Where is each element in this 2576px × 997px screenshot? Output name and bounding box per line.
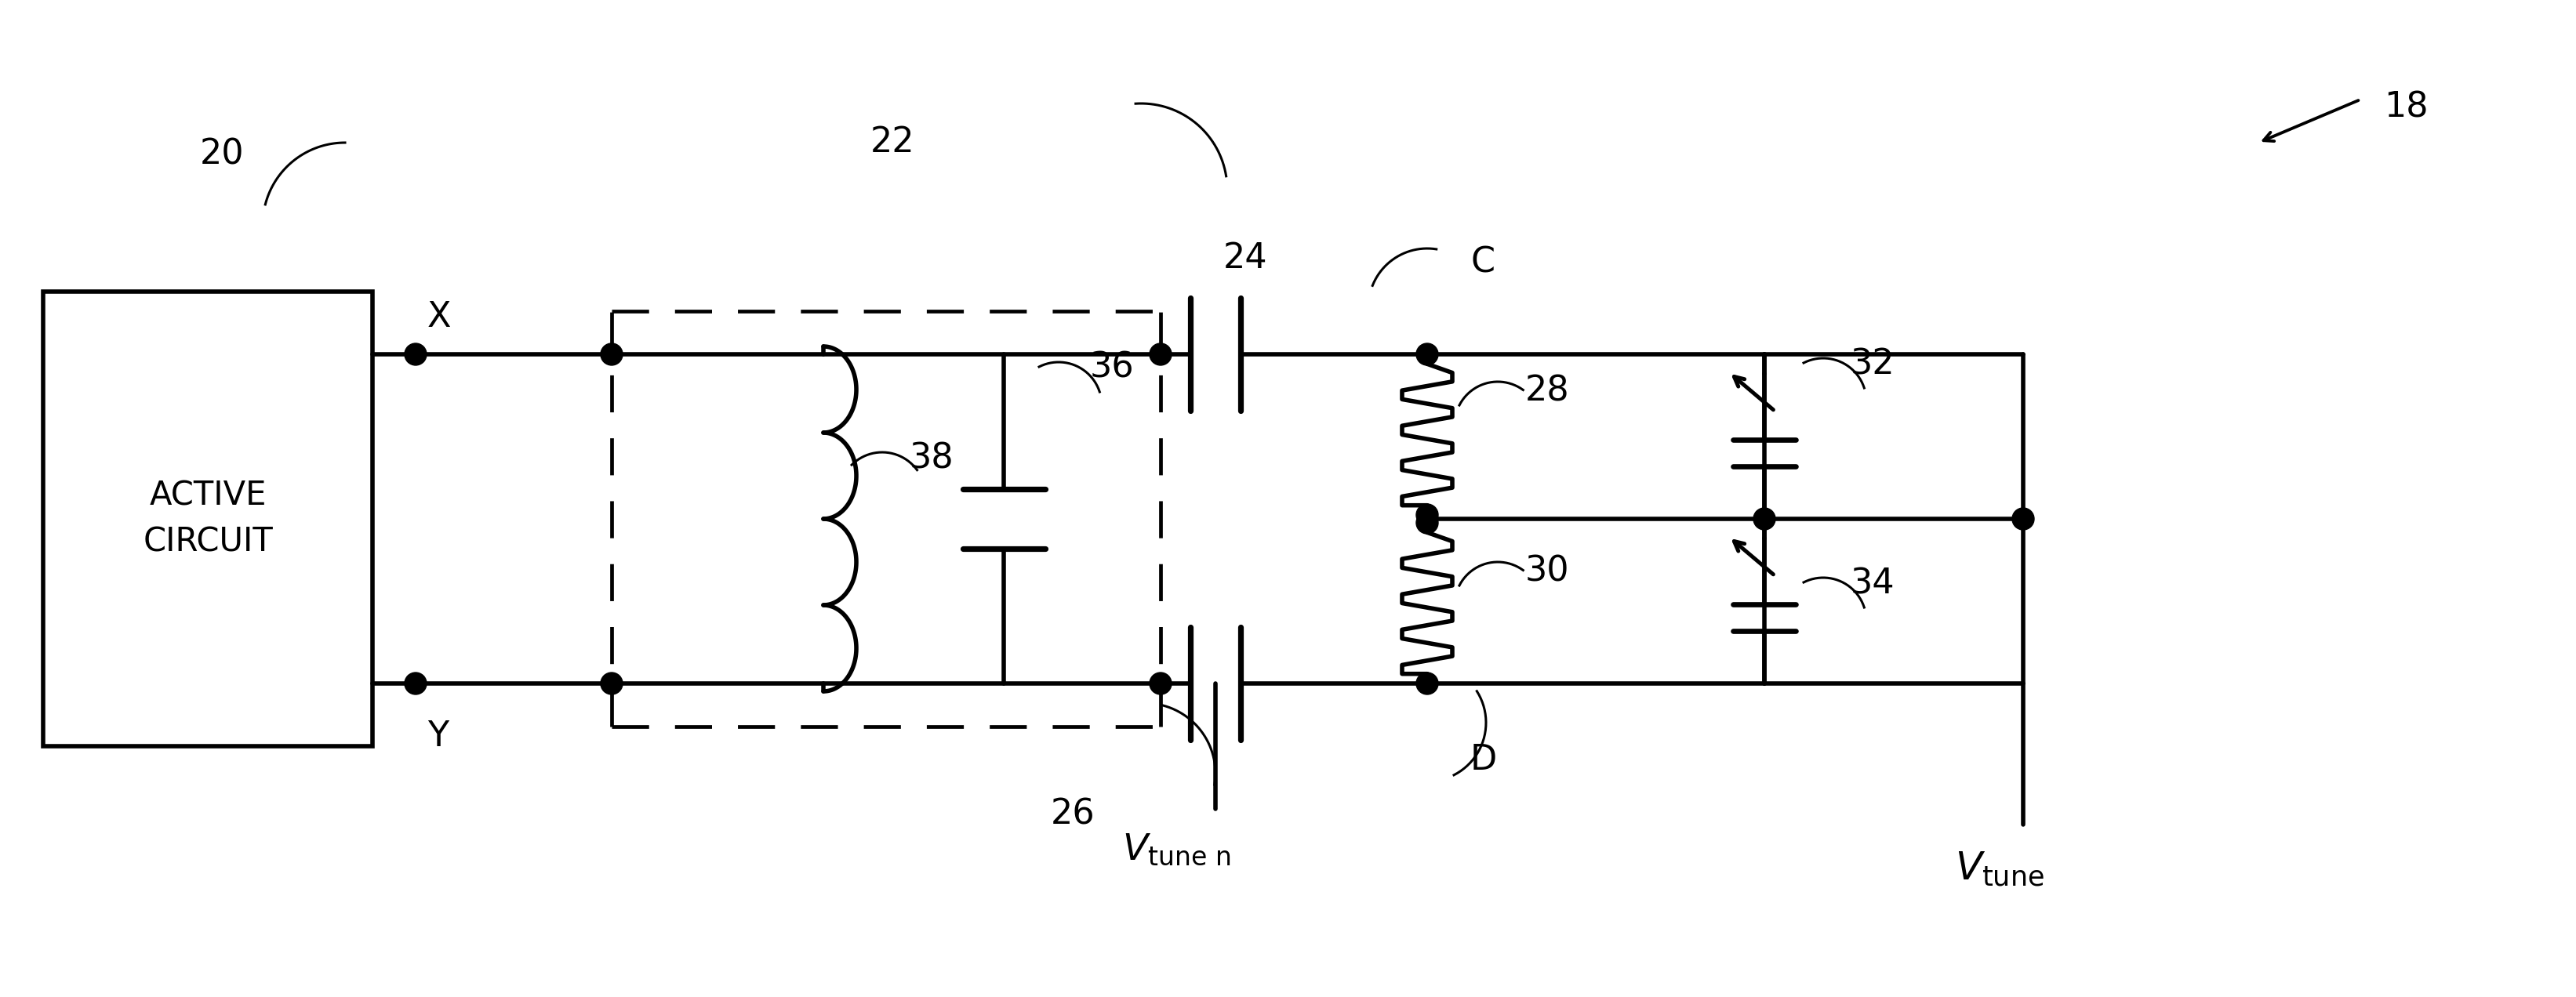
Text: D: D [1471,743,1497,777]
Circle shape [600,343,623,365]
Text: Y: Y [428,720,448,754]
Text: 26: 26 [1051,798,1095,831]
Circle shape [404,343,428,365]
Text: 38: 38 [909,442,953,475]
Circle shape [1417,504,1437,526]
Circle shape [1754,507,1775,529]
Circle shape [1149,343,1172,365]
Circle shape [1417,343,1437,365]
Text: X: X [428,300,451,334]
Text: 20: 20 [201,138,245,171]
Text: $V_{\mathrm{tune\ n}}$: $V_{\mathrm{tune\ n}}$ [1123,832,1231,867]
Text: 18: 18 [2383,91,2429,125]
Text: 22: 22 [871,126,914,160]
Text: 32: 32 [1850,347,1896,381]
Text: C: C [1471,245,1494,279]
Text: 36: 36 [1090,351,1133,385]
Text: 24: 24 [1224,241,1267,275]
Circle shape [1417,511,1437,533]
Text: ACTIVE
CIRCUIT: ACTIVE CIRCUIT [142,480,273,558]
Text: 34: 34 [1850,566,1896,600]
Text: 28: 28 [1525,375,1569,409]
Text: 30: 30 [1525,555,1569,588]
Circle shape [600,673,623,695]
Text: $V_{\mathrm{tune}}$: $V_{\mathrm{tune}}$ [1955,849,2045,887]
Bar [44,291,374,746]
Circle shape [1417,673,1437,695]
Circle shape [404,673,428,695]
Circle shape [1149,673,1172,695]
Circle shape [2012,507,2035,529]
